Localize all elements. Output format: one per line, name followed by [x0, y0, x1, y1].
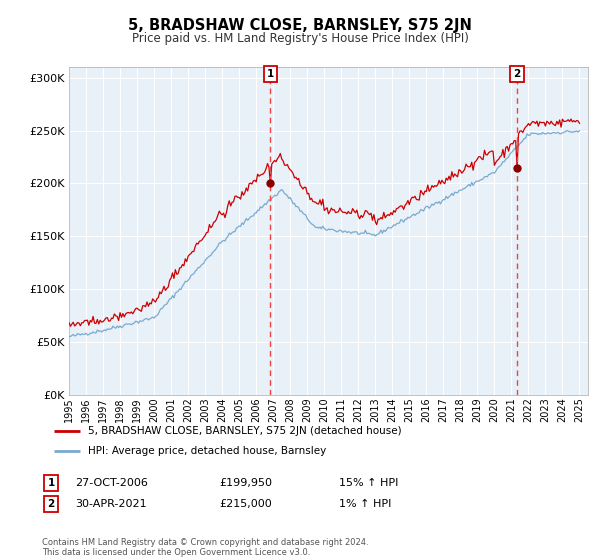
Text: 1: 1 — [266, 69, 274, 79]
Text: 2: 2 — [514, 69, 521, 79]
Text: 27-OCT-2006: 27-OCT-2006 — [75, 478, 148, 488]
Text: Contains HM Land Registry data © Crown copyright and database right 2024.
This d: Contains HM Land Registry data © Crown c… — [42, 538, 368, 557]
Text: HPI: Average price, detached house, Barnsley: HPI: Average price, detached house, Barn… — [88, 446, 326, 456]
Text: Price paid vs. HM Land Registry's House Price Index (HPI): Price paid vs. HM Land Registry's House … — [131, 32, 469, 45]
Text: 2: 2 — [47, 499, 55, 509]
Text: 5, BRADSHAW CLOSE, BARNSLEY, S75 2JN: 5, BRADSHAW CLOSE, BARNSLEY, S75 2JN — [128, 18, 472, 33]
Text: 30-APR-2021: 30-APR-2021 — [75, 499, 146, 509]
Text: 1% ↑ HPI: 1% ↑ HPI — [339, 499, 391, 509]
Text: £215,000: £215,000 — [219, 499, 272, 509]
Text: 15% ↑ HPI: 15% ↑ HPI — [339, 478, 398, 488]
Text: 1: 1 — [47, 478, 55, 488]
Text: 5, BRADSHAW CLOSE, BARNSLEY, S75 2JN (detached house): 5, BRADSHAW CLOSE, BARNSLEY, S75 2JN (de… — [88, 426, 402, 436]
Text: £199,950: £199,950 — [219, 478, 272, 488]
